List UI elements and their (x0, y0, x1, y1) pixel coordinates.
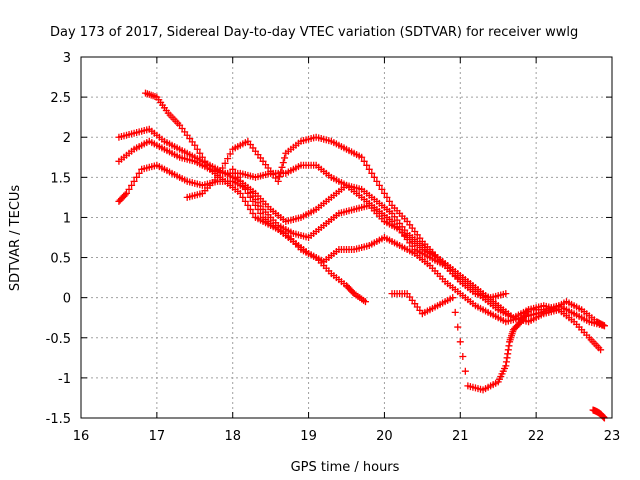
data-point-interp (246, 193, 254, 201)
data-point-interp (363, 161, 371, 169)
data-point-interp (249, 197, 257, 205)
data-point-interp (281, 154, 289, 162)
data-point-interp (239, 193, 247, 201)
y-tick-label: 0 (63, 292, 71, 307)
data-point-interp (231, 169, 239, 177)
data-point-interp (370, 173, 378, 181)
data-point-interp (275, 173, 283, 181)
x-tick-label: 18 (224, 429, 241, 444)
data-point (191, 141, 199, 149)
series-track-2 (115, 161, 510, 302)
data-point-interp (599, 321, 607, 329)
y-tick-label: -1.5 (46, 412, 71, 427)
data-point (502, 290, 510, 298)
data-point-interp (277, 168, 285, 176)
data-point-interp (251, 201, 259, 209)
x-tick-label: 22 (528, 429, 545, 444)
data-point (361, 298, 369, 306)
data-point (229, 165, 237, 173)
data-point-interp (385, 197, 393, 205)
data-point-interp (459, 352, 467, 360)
data-point-interp (241, 185, 249, 193)
y-tick-label: 0.5 (50, 252, 71, 267)
data-point-interp (278, 163, 286, 171)
data-point-interp (368, 169, 376, 177)
data-point-interp (456, 338, 464, 346)
data-point-interp (375, 181, 383, 189)
x-tick-label: 21 (452, 429, 469, 444)
series-track-6 (229, 165, 608, 330)
data-point (358, 153, 366, 161)
data-point-interp (249, 209, 257, 217)
y-tick-label: 2.5 (50, 91, 71, 106)
grid-lines (81, 57, 612, 418)
data-point-interp (451, 308, 459, 316)
x-tick-label: 16 (73, 429, 90, 444)
y-axis: -1.5 -1 -0.5 0 0.5 1 1.5 2 2.5 3 (46, 51, 612, 427)
data-point (373, 177, 381, 185)
x-axis-title: GPS time / hours (291, 460, 400, 475)
data-point (236, 189, 244, 197)
data-point (123, 189, 131, 197)
data-point-interp (234, 173, 242, 181)
data-point-interp (219, 164, 227, 172)
y-tick-label: -1 (58, 372, 71, 387)
y-tick-label: 1.5 (50, 171, 71, 186)
data-point (274, 177, 282, 185)
data-point-interp (246, 205, 254, 213)
y-tick-label: -0.5 (46, 332, 71, 347)
data-point-interp (454, 323, 462, 331)
data-point (555, 306, 563, 314)
data-point-interp (383, 193, 391, 201)
data-point-interp (241, 197, 249, 205)
data-point-interp (254, 205, 262, 213)
x-tick-label: 23 (604, 429, 621, 444)
data-point-interp (365, 165, 373, 173)
series-track-5 (183, 133, 608, 330)
series-layer (115, 89, 608, 422)
data-point-interp (121, 191, 129, 199)
data-point-interp (244, 201, 252, 209)
y-tick-label: 3 (63, 51, 71, 66)
data-point-interp (257, 209, 265, 217)
series-track-8 (589, 406, 608, 422)
data-point-interp (224, 155, 232, 163)
series-track-7 (388, 290, 563, 394)
data-point-interp (236, 177, 244, 185)
data-point-interp (221, 159, 229, 167)
data-point-interp (196, 149, 204, 157)
x-tick-label: 17 (149, 429, 166, 444)
y-axis-title: SDTVAR / TECUs (8, 185, 23, 292)
data-point (244, 189, 252, 197)
chart-title: Day 173 of 2017, Sidereal Day-to-day VTE… (50, 25, 578, 40)
data-point-interp (279, 159, 287, 167)
y-tick-label: 2 (63, 131, 71, 146)
data-point-interp (380, 189, 388, 197)
data-point-interp (226, 150, 234, 158)
data-point-interp (193, 145, 201, 153)
x-axis: 16 17 18 19 20 21 22 23 (73, 57, 621, 444)
data-point (449, 294, 457, 302)
data-point-interp (216, 169, 224, 177)
y-tick-label: 1 (63, 211, 71, 226)
x-tick-label: 19 (300, 429, 317, 444)
data-point-interp (378, 185, 386, 193)
plot-frame (80, 56, 613, 419)
data-point-interp (239, 181, 247, 189)
data-point-interp (135, 169, 143, 177)
x-tick-label: 20 (376, 429, 393, 444)
data-point-interp (360, 157, 368, 165)
data-point-interp (128, 181, 136, 189)
data-point-interp (133, 173, 141, 181)
data-point (214, 173, 222, 181)
data-point (600, 322, 608, 330)
data-point-interp (130, 177, 138, 185)
data-point (597, 346, 605, 354)
data-point-interp (125, 185, 133, 193)
data-point-interp (461, 367, 469, 375)
